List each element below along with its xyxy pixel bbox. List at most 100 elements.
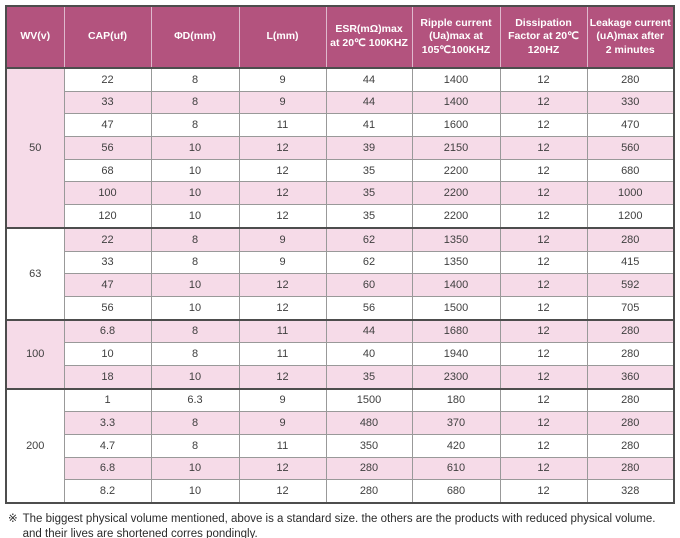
table-cell: 12 xyxy=(499,273,587,297)
table-cell: 12 xyxy=(499,318,587,343)
table-cell: 6.8 xyxy=(63,456,151,480)
table-cell: 12 xyxy=(499,342,587,366)
column-header-esr: ESR(mΩ)max at 20℃ 100KHZ xyxy=(325,6,412,69)
table-cell: 11 xyxy=(238,318,326,343)
table-cell: 1940 xyxy=(411,342,500,366)
table-cell: 6.8 xyxy=(63,318,151,343)
table-cell: 12 xyxy=(499,250,587,274)
table-cell: 1 xyxy=(63,387,151,412)
column-header-cap: CAP(uf) xyxy=(63,6,151,69)
table-cell: 705 xyxy=(586,295,674,320)
table-cell: 2150 xyxy=(411,136,500,160)
table-row: 4.7 8 11 350 420 12 280 xyxy=(6,434,674,458)
table-cell: 12 xyxy=(499,226,587,251)
table-cell: 47 xyxy=(63,113,151,137)
table-cell: 33 xyxy=(63,250,151,274)
table-cell: 12 xyxy=(238,136,326,160)
table-cell: 9 xyxy=(238,250,326,274)
footnote-text: The biggest physical volume mentioned, a… xyxy=(23,512,656,538)
table-cell: 180 xyxy=(411,387,500,412)
table-cell: 12 xyxy=(499,67,587,92)
table-cell: 40 xyxy=(325,342,412,366)
table-cell: 280 xyxy=(325,479,412,504)
table-cell: 12 xyxy=(499,90,587,114)
table-cell: 12 xyxy=(499,181,587,205)
table-cell: 2200 xyxy=(411,204,500,228)
table-cell: 1350 xyxy=(411,226,500,251)
table-cell: 280 xyxy=(586,318,674,343)
table-cell: 12 xyxy=(238,479,326,504)
table-cell: 35 xyxy=(325,364,412,389)
table-cell: 11 xyxy=(238,113,326,137)
table-row: 3.3 8 9 480 370 12 280 xyxy=(6,411,674,435)
table-cell: 60 xyxy=(325,273,412,297)
table-cell: 8 xyxy=(150,90,239,114)
table-cell: 12 xyxy=(238,181,326,205)
table-cell: 12 xyxy=(238,204,326,228)
table-row: 10 8 11 40 1940 12 280 xyxy=(6,342,674,366)
table-cell: 12 xyxy=(499,479,587,504)
table-cell: 10 xyxy=(150,158,239,182)
table-cell: 8 xyxy=(150,342,239,366)
table-body: 50 22 8 9 44 1400 12 280 33 8 9 44 1400 12 330 47 8 11 41 1… xyxy=(5,67,674,504)
table-row: 100 6.8 8 11 44 1680 12 280 xyxy=(5,318,674,389)
table-cell: 44 xyxy=(325,90,412,114)
table-cell: 8 xyxy=(150,434,239,458)
table-cell: 56 xyxy=(63,295,151,320)
table-cell: 12 xyxy=(238,295,326,320)
wv-group-cell: 100 xyxy=(5,318,64,389)
table-cell: 330 xyxy=(586,90,674,114)
table-cell: 12 xyxy=(238,273,326,297)
table-cell: 1000 xyxy=(586,181,674,205)
table-cell: 10 xyxy=(150,136,239,160)
table-cell: 12 xyxy=(499,434,587,458)
table-cell: 3.3 xyxy=(63,411,151,435)
table-cell: 420 xyxy=(411,434,500,458)
table-cell: 280 xyxy=(586,411,674,435)
table-cell: 6.3 xyxy=(150,387,239,412)
table-cell: 1500 xyxy=(325,387,412,412)
table-cell: 12 xyxy=(499,387,587,412)
table-cell: 33 xyxy=(63,90,151,114)
table-cell: 41 xyxy=(325,113,412,137)
table-cell: 1400 xyxy=(411,273,500,297)
column-header-diameter: ΦD(mm) xyxy=(150,6,239,69)
footnote-line1: The biggest physical volume mentioned, a… xyxy=(22,513,656,526)
table-cell: 328 xyxy=(586,479,674,504)
table-cell: 280 xyxy=(586,67,674,92)
table-cell: 1350 xyxy=(411,250,500,274)
table-cell: 8 xyxy=(150,318,239,343)
table-cell: 11 xyxy=(238,434,326,458)
table-cell: 370 xyxy=(411,411,500,435)
table-cell: 10 xyxy=(150,181,239,205)
table-cell: 280 xyxy=(586,387,674,412)
table-header: WV(v) CAP(uf) ΦD(mm) L(mm) ESR(mΩ)max at 20℃ … xyxy=(6,6,674,69)
table-cell: 8 xyxy=(150,226,239,251)
table-cell: 12 xyxy=(238,158,326,182)
capacitor-spec-table: WV(v) CAP(uf) ΦD(mm) L(mm) ESR(mΩ)max at 20℃ … xyxy=(5,5,675,505)
table-cell: 2200 xyxy=(411,158,500,182)
table-cell: 62 xyxy=(325,250,412,274)
table-cell: 480 xyxy=(325,411,412,435)
wv-group-cell: 63 xyxy=(5,226,64,320)
table-cell: 280 xyxy=(586,434,674,458)
table-cell: 610 xyxy=(411,456,500,480)
footnote-marker: ※ xyxy=(8,513,18,526)
table-cell: 9 xyxy=(238,387,326,412)
table-cell: 39 xyxy=(325,136,412,160)
table-cell: 35 xyxy=(325,204,412,228)
table-cell: 9 xyxy=(238,411,326,435)
table-cell: 44 xyxy=(325,318,412,343)
table-cell: 35 xyxy=(325,158,412,182)
table-header-row: WV(v) CAP(uf) ΦD(mm) L(mm) ESR(mΩ)max at 20℃ … xyxy=(6,6,674,69)
table-cell: 12 xyxy=(499,158,587,182)
table-cell: 560 xyxy=(586,136,674,160)
table-cell: 680 xyxy=(586,158,674,182)
table-row: 50 22 8 9 44 1400 12 280 xyxy=(5,67,674,228)
wv-group-cell: 50 xyxy=(5,67,64,228)
table-cell: 10 xyxy=(150,479,239,504)
table-cell: 2200 xyxy=(411,181,500,205)
table-cell: 280 xyxy=(586,456,674,480)
table-cell: 9 xyxy=(238,90,326,114)
